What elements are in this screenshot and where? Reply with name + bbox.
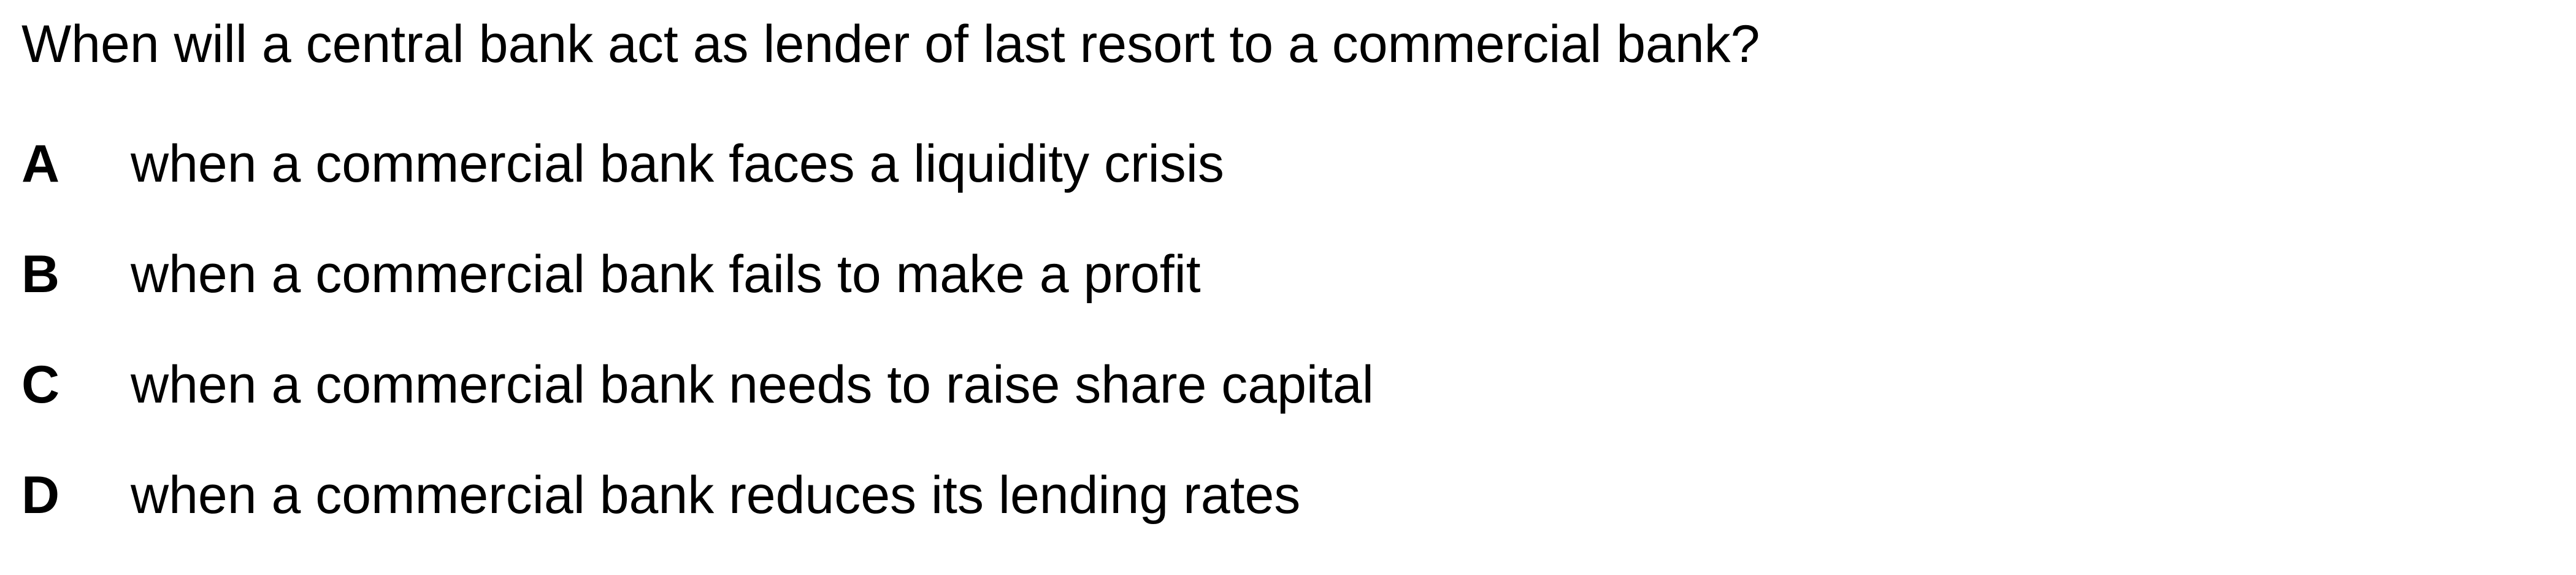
- answer-options-list: A when a commercial bank faces a liquidi…: [21, 133, 1374, 575]
- question-text: When will a central bank act as lender o…: [21, 15, 1760, 74]
- option-text: when a commercial bank fails to make a p…: [131, 245, 1201, 304]
- answer-option-c[interactable]: C when a commercial bank needs to raise …: [21, 354, 1374, 465]
- option-text: when a commercial bank faces a liquidity…: [131, 134, 1224, 193]
- option-text: when a commercial bank reduces its lendi…: [131, 466, 1301, 525]
- answer-option-b[interactable]: B when a commercial bank fails to make a…: [21, 244, 1374, 354]
- option-letter: A: [21, 134, 60, 193]
- option-text: when a commercial bank needs to raise sh…: [131, 355, 1374, 414]
- option-letter: B: [21, 245, 60, 304]
- option-letter: C: [21, 355, 60, 414]
- answer-option-a[interactable]: A when a commercial bank faces a liquidi…: [21, 133, 1374, 244]
- answer-option-d[interactable]: D when a commercial bank reduces its len…: [21, 465, 1374, 575]
- option-letter: D: [21, 466, 60, 525]
